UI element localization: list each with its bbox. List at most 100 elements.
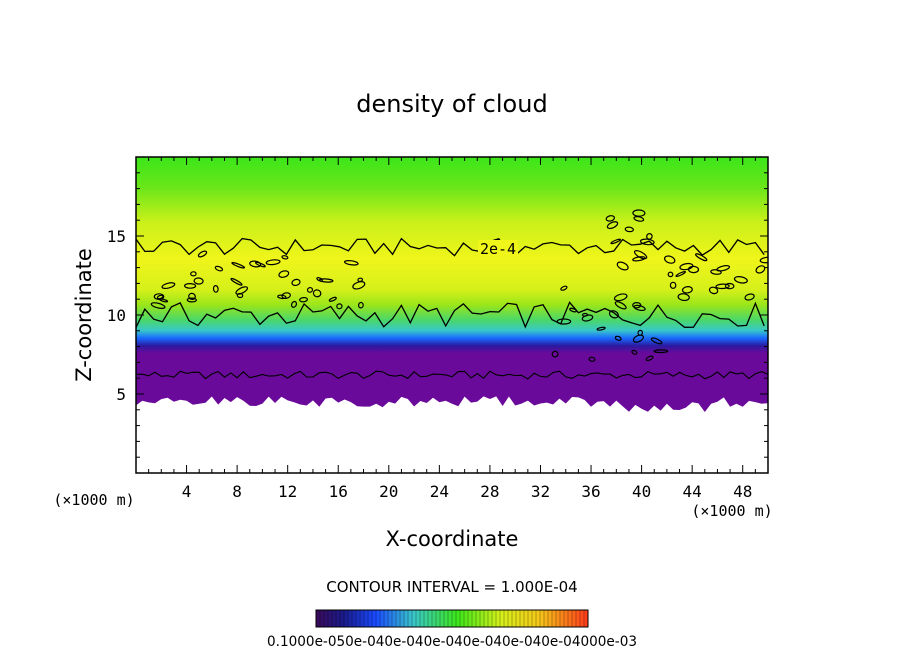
contour-cell <box>632 334 644 343</box>
contour-cell <box>278 270 290 278</box>
contour-cell <box>633 250 648 260</box>
contour-cell <box>631 349 638 355</box>
x-tick-label: 16 <box>329 482 348 501</box>
contour-label-bg <box>478 240 518 256</box>
contour-cell <box>290 300 298 308</box>
contour-cell <box>150 302 166 310</box>
colorbar-labels: 0.1000e-050e-040e-040e-040e-040e-040e-04… <box>267 634 637 650</box>
cloud-density-field <box>136 157 768 412</box>
contour-cell <box>608 310 619 319</box>
contour-cell <box>343 260 359 266</box>
z-unit-label: (×1000 m) <box>53 491 134 509</box>
contour-cell <box>687 265 700 274</box>
x-tick-label: 36 <box>581 482 600 501</box>
contour-cell <box>197 250 208 258</box>
y-tick-label: 10 <box>107 306 126 325</box>
contour-cell <box>667 271 674 278</box>
contour-cell <box>291 278 301 287</box>
contour-cell <box>744 293 755 301</box>
x-tick-label: 32 <box>531 482 550 501</box>
contour-small-cells <box>150 209 768 362</box>
contour-cell <box>231 262 246 269</box>
contour-cell <box>193 277 204 285</box>
contour-label: 2e-4 <box>480 240 516 258</box>
x-tick-label: 12 <box>278 482 297 501</box>
contour-cell <box>357 301 364 309</box>
contour-cell <box>616 261 629 271</box>
contour-cell <box>336 303 343 310</box>
contour-1e-4 <box>136 370 768 380</box>
contour-cell <box>306 286 314 293</box>
contour-cell <box>645 355 654 362</box>
contour-cell <box>663 255 676 264</box>
x-tick-label: 24 <box>430 482 449 501</box>
contour-cell <box>695 253 708 262</box>
y-tick-labels: 5 10 15 <box>107 227 126 404</box>
contour-cell <box>708 286 719 295</box>
contour-cell <box>653 349 669 354</box>
contour-cell <box>153 293 165 301</box>
contour-cell <box>669 281 677 289</box>
contour-cell <box>299 296 308 303</box>
y-axis-label: Z-coordinate <box>72 248 96 382</box>
plot-area: 2e-4 <box>136 157 768 412</box>
axis-ticks <box>136 157 768 473</box>
contour-cell <box>569 307 578 313</box>
contour-cell <box>556 318 572 325</box>
x-tick-label: 48 <box>733 482 752 501</box>
contour-cell <box>650 337 663 345</box>
contour-cell <box>733 276 748 284</box>
contour-cell <box>675 270 687 278</box>
contour-cell <box>161 282 176 290</box>
y-tick-label: 15 <box>107 227 126 246</box>
contour-cell <box>352 281 366 290</box>
contour-cell <box>265 259 281 266</box>
contour-cell <box>318 278 334 283</box>
contour-cell <box>235 286 249 295</box>
contour-cell <box>249 260 262 268</box>
x-tick-label: 28 <box>480 482 499 501</box>
contour-cell <box>681 286 693 294</box>
contour-cell <box>214 265 224 272</box>
contour-cell <box>188 292 196 301</box>
contour-cell <box>755 265 766 274</box>
colorbar-segment-lines <box>319 610 585 627</box>
contour-cell <box>677 293 690 302</box>
contour-cell <box>716 265 731 272</box>
contour-cell <box>190 271 197 277</box>
contour-2e-4-lower <box>136 301 765 329</box>
x-tick-label: 8 <box>232 482 242 501</box>
contour-cell <box>596 326 606 331</box>
contour-cell <box>605 215 616 222</box>
chart-title: density of cloud <box>356 90 547 118</box>
contour-cell <box>606 221 619 230</box>
contour-cell <box>560 285 568 291</box>
contour-cell <box>328 296 337 302</box>
x-unit-label: (×1000 m) <box>691 502 772 520</box>
contour-cell <box>281 255 289 260</box>
x-tick-label: 20 <box>379 482 398 501</box>
x-tick-label: 40 <box>632 482 651 501</box>
colorbar-frame <box>315 609 589 628</box>
contour-interval-text: CONTOUR INTERVAL = 1.000E-04 <box>326 578 577 596</box>
contour-cell <box>212 285 219 293</box>
contour-cell <box>230 277 243 286</box>
contour-cell <box>186 297 197 303</box>
x-tick-label: 44 <box>683 482 702 501</box>
contour-cell <box>633 216 645 222</box>
contour-cell <box>588 356 596 362</box>
contour-cell <box>357 277 364 283</box>
contour-cell <box>610 238 622 245</box>
contour-cell <box>551 350 559 358</box>
contour-cell <box>646 233 653 240</box>
contour-cell <box>624 226 634 233</box>
contour-cell <box>581 312 589 317</box>
contour-2e-4-upper <box>136 237 765 257</box>
contour-cell <box>679 262 694 271</box>
contour-cell <box>614 335 622 341</box>
contour-cell <box>715 283 730 290</box>
x-tick-label: 4 <box>182 482 192 501</box>
x-axis-label: X-coordinate <box>386 527 519 551</box>
contour-cell <box>614 301 627 310</box>
